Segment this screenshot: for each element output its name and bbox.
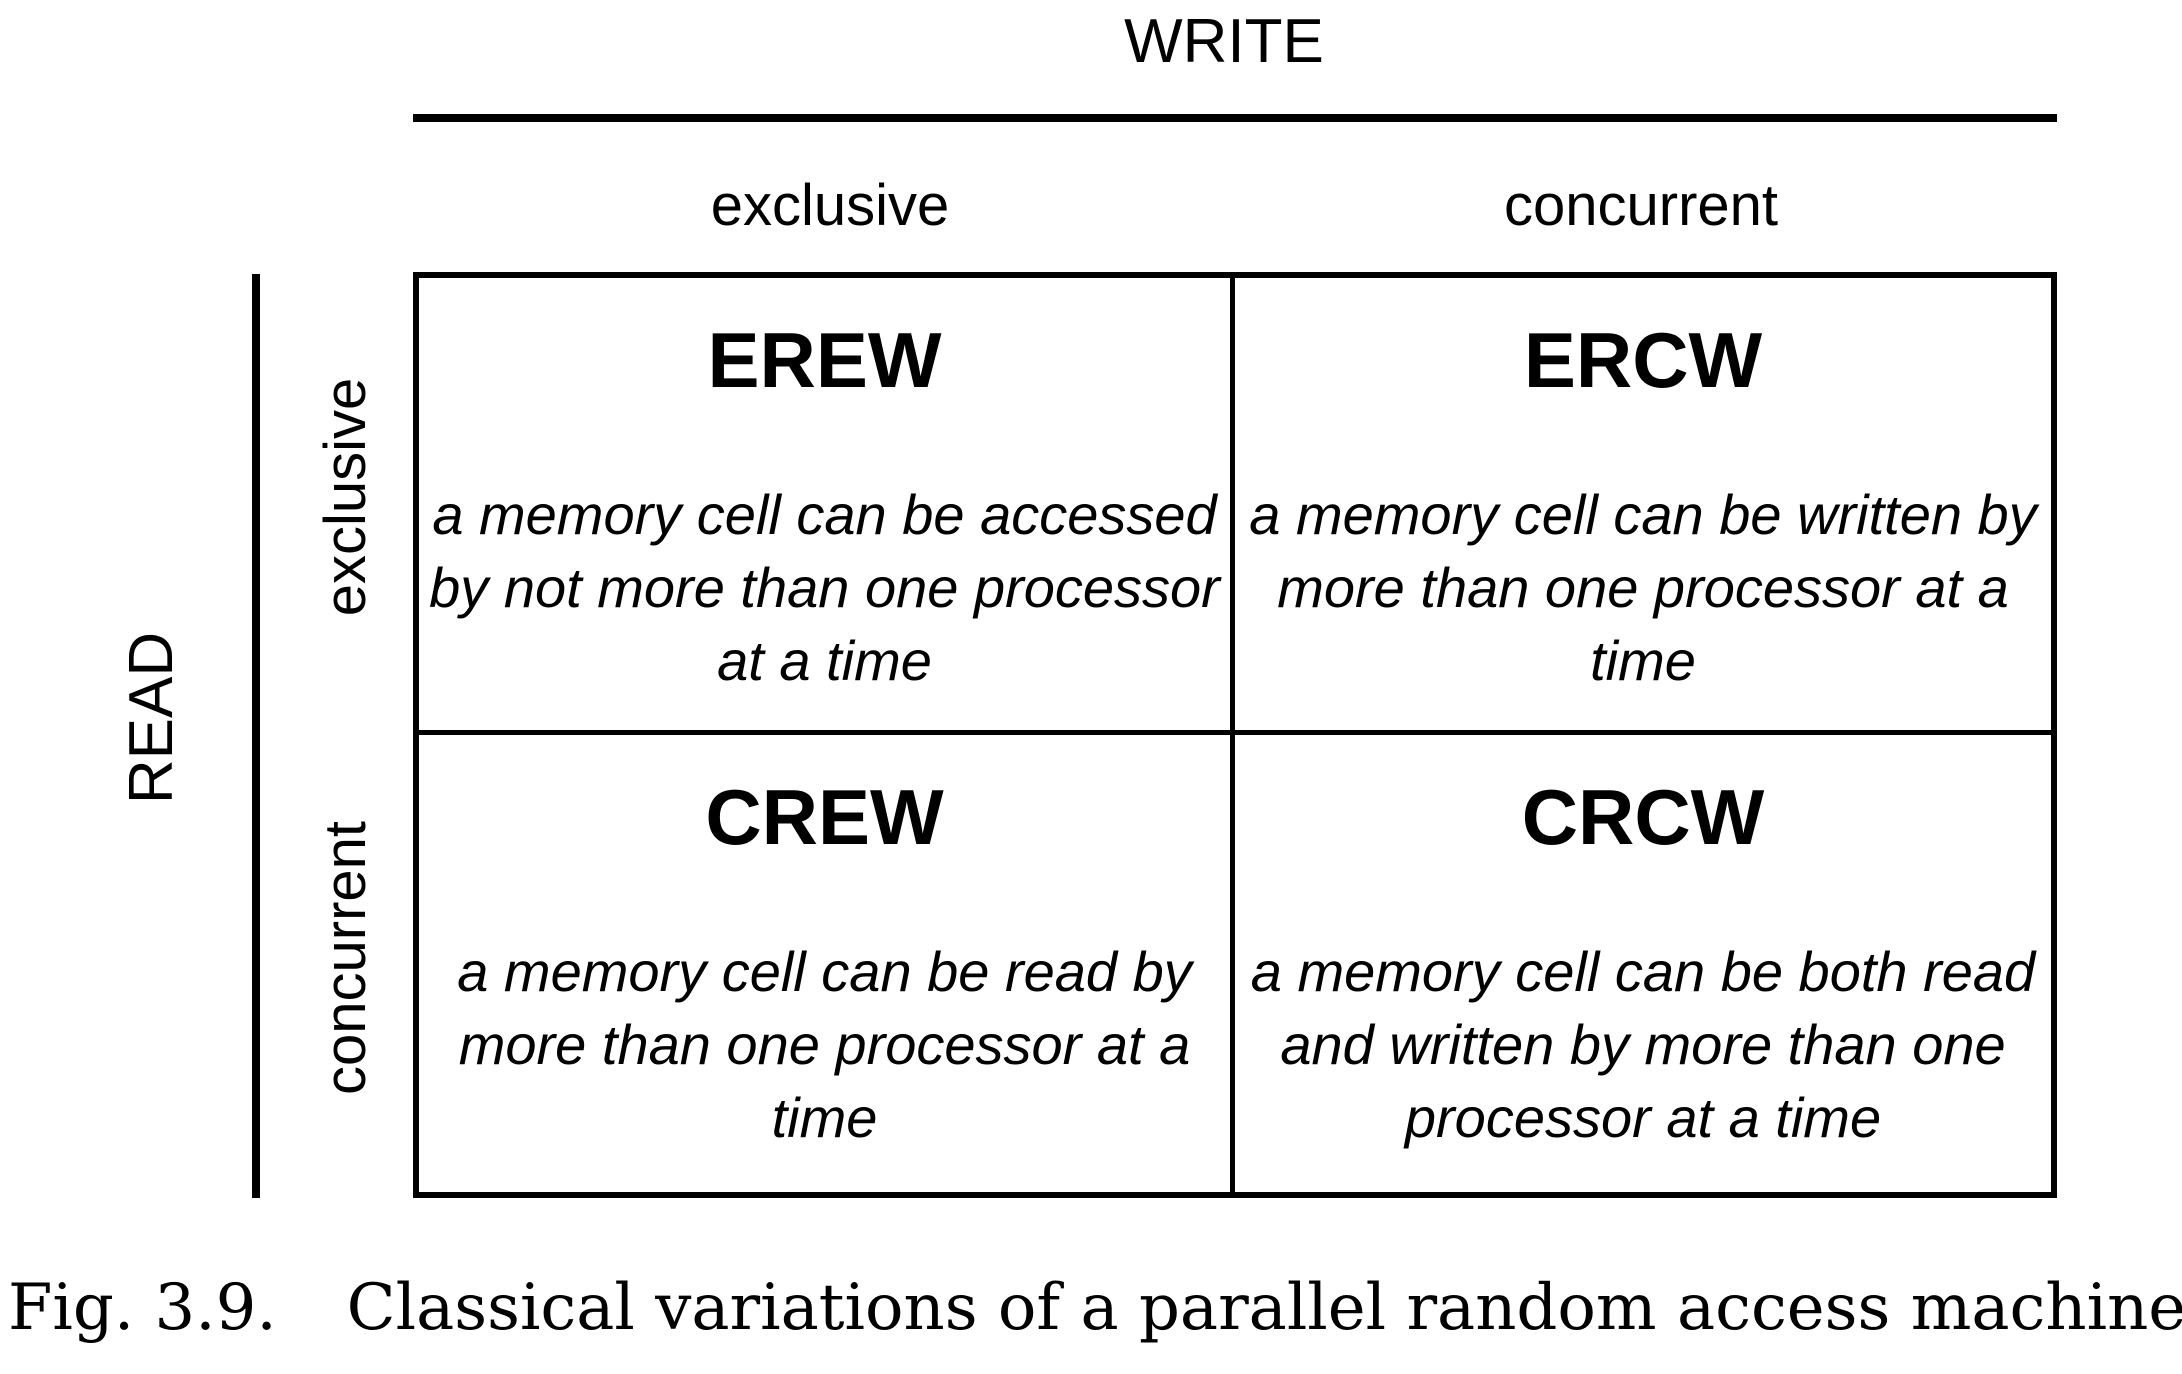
write-axis-title: WRITE bbox=[1124, 7, 1324, 76]
row-header-concurrent: concurrent bbox=[313, 820, 378, 1096]
cell-description: a memory cell can be accessed by not mor… bbox=[429, 483, 1220, 692]
pram-variations-grid: EREW a memory cell can be accessed by no… bbox=[413, 272, 2057, 1198]
cell-title: CRCW bbox=[1521, 773, 1765, 861]
cell-crcw: CRCW a memory cell can be both read and … bbox=[1235, 735, 2051, 1192]
figure-label: Fig. 3.9. bbox=[8, 1271, 277, 1345]
column-header-concurrent: concurrent bbox=[1503, 173, 1779, 238]
cell-crew: CREW a memory cell can be read by more t… bbox=[419, 735, 1235, 1192]
column-header-exclusive: exclusive bbox=[710, 173, 950, 238]
cell-description: a memory cell can be read by more than o… bbox=[457, 940, 1192, 1149]
read-axis-rule bbox=[252, 274, 260, 1198]
cell-description: a memory cell can be written by more tha… bbox=[1249, 483, 2037, 692]
read-axis-title: READ bbox=[117, 631, 186, 805]
cell-title: CREW bbox=[705, 773, 944, 861]
cell-description: a memory cell can be both read and writt… bbox=[1250, 940, 2036, 1149]
write-axis-rule bbox=[413, 114, 2057, 122]
cell-ercw: ERCW a memory cell can be written by mor… bbox=[1235, 278, 2051, 735]
cell-title: ERCW bbox=[1523, 316, 1763, 404]
figure-caption: Fig. 3.9. Classical variations of a paral… bbox=[8, 1266, 2182, 1350]
cell-title: EREW bbox=[707, 316, 942, 404]
figure-caption-text: Classical variations of a parallel rando… bbox=[346, 1271, 2182, 1345]
cell-erew: EREW a memory cell can be accessed by no… bbox=[419, 278, 1235, 735]
